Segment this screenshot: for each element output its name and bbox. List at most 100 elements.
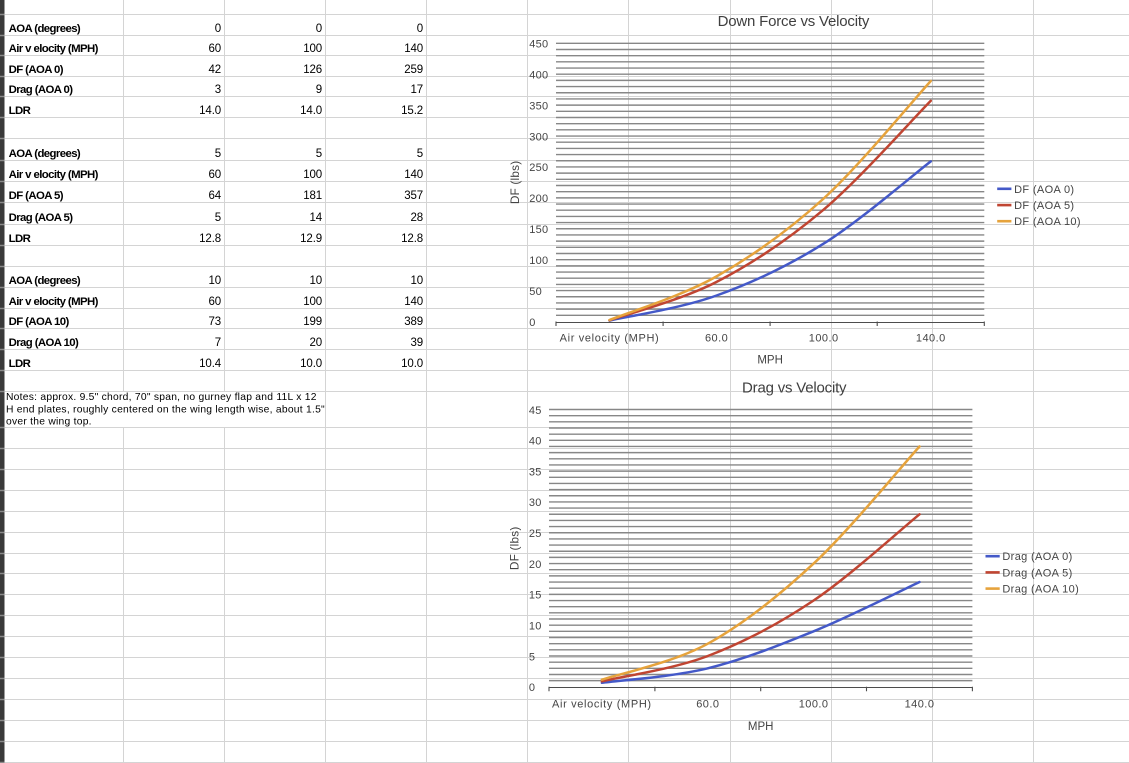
svg-text:150: 150 <box>529 224 548 236</box>
svg-text:100: 100 <box>529 255 548 267</box>
svg-text:0: 0 <box>215 23 221 35</box>
svg-text:10: 10 <box>529 621 542 633</box>
svg-text:140.0: 140.0 <box>916 333 946 345</box>
svg-text:LDR: LDR <box>9 233 31 245</box>
svg-text:Drag (AOA 0): Drag (AOA 0) <box>1002 551 1072 563</box>
svg-text:350: 350 <box>529 100 548 112</box>
svg-text:3: 3 <box>215 84 221 96</box>
svg-text:Air v elocity (MPH): Air v elocity (MPH) <box>9 296 99 308</box>
svg-text:MPH: MPH <box>757 355 783 367</box>
svg-text:28: 28 <box>411 212 424 224</box>
svg-text:250: 250 <box>529 162 548 174</box>
svg-text:300: 300 <box>529 131 548 143</box>
svg-text:389: 389 <box>404 316 423 328</box>
svg-text:140: 140 <box>404 169 423 181</box>
svg-text:100: 100 <box>303 43 322 55</box>
svg-text:DF (AOA 0): DF (AOA 0) <box>1014 184 1074 196</box>
svg-text:10.4: 10.4 <box>199 358 222 370</box>
svg-text:AOA (degrees): AOA (degrees) <box>9 23 81 35</box>
svg-text:10: 10 <box>209 275 222 287</box>
svg-text:Drag (AOA 5): Drag (AOA 5) <box>1002 567 1072 579</box>
svg-text:12.9: 12.9 <box>300 233 322 245</box>
svg-text:H end plates, roughly centered: H end plates, roughly centered on the wi… <box>6 404 325 415</box>
svg-text:64: 64 <box>209 190 222 202</box>
svg-text:140: 140 <box>404 296 423 308</box>
svg-text:10: 10 <box>411 275 424 287</box>
svg-text:181: 181 <box>303 190 322 202</box>
svg-text:Down Force vs Velocity: Down Force vs Velocity <box>718 13 870 30</box>
svg-text:0: 0 <box>316 23 322 35</box>
svg-text:20: 20 <box>310 337 323 349</box>
svg-text:DF (lbs): DF (lbs) <box>508 161 522 205</box>
svg-text:400: 400 <box>529 70 548 82</box>
svg-text:5: 5 <box>215 212 221 224</box>
svg-text:10.0: 10.0 <box>401 358 423 370</box>
svg-text:Drag (AOA 5): Drag (AOA 5) <box>9 212 74 224</box>
svg-text:Air v elocity (MPH): Air v elocity (MPH) <box>9 43 99 55</box>
svg-text:200: 200 <box>529 193 548 205</box>
svg-text:39: 39 <box>411 337 424 349</box>
svg-text:Drag (AOA 0): Drag (AOA 0) <box>9 84 74 96</box>
svg-text:15.2: 15.2 <box>401 105 423 117</box>
svg-text:Air velocity (MPH): Air velocity (MPH) <box>552 698 652 710</box>
svg-text:60: 60 <box>209 169 222 181</box>
svg-text:30: 30 <box>529 497 542 509</box>
svg-text:7: 7 <box>215 337 221 349</box>
svg-text:60.0: 60.0 <box>705 333 728 345</box>
svg-text:5: 5 <box>316 148 322 160</box>
svg-text:DF (AOA 0): DF (AOA 0) <box>9 64 64 76</box>
svg-text:140: 140 <box>404 43 423 55</box>
svg-text:0: 0 <box>417 23 423 35</box>
svg-text:DF (AOA 10): DF (AOA 10) <box>9 316 70 328</box>
svg-text:5: 5 <box>215 148 221 160</box>
svg-text:73: 73 <box>209 316 222 328</box>
svg-text:DF (AOA 5): DF (AOA 5) <box>1014 200 1074 212</box>
svg-text:45: 45 <box>529 405 542 417</box>
svg-text:Air v elocity (MPH): Air v elocity (MPH) <box>9 169 99 181</box>
svg-text:12.8: 12.8 <box>199 233 221 245</box>
svg-text:Drag vs Velocity: Drag vs Velocity <box>742 379 847 396</box>
svg-text:14: 14 <box>310 212 323 224</box>
svg-text:Drag (AOA 10): Drag (AOA 10) <box>1002 584 1079 596</box>
svg-text:259: 259 <box>404 64 423 76</box>
svg-text:450: 450 <box>529 39 548 51</box>
svg-text:20: 20 <box>529 559 542 571</box>
svg-text:LDR: LDR <box>9 105 31 117</box>
svg-text:9: 9 <box>316 84 322 96</box>
svg-text:100: 100 <box>303 169 322 181</box>
svg-text:AOA (degrees): AOA (degrees) <box>9 148 81 160</box>
svg-text:17: 17 <box>411 84 424 96</box>
svg-text:126: 126 <box>303 64 322 76</box>
svg-text:100: 100 <box>303 296 322 308</box>
svg-text:Notes: approx. 9.5" chord, 70": Notes: approx. 9.5" chord, 70" span, no … <box>6 392 317 403</box>
svg-text:12.8: 12.8 <box>401 233 423 245</box>
svg-text:MPH: MPH <box>748 721 774 733</box>
svg-text:10: 10 <box>310 275 323 287</box>
svg-text:60: 60 <box>209 296 222 308</box>
svg-text:AOA (degrees): AOA (degrees) <box>9 275 81 287</box>
svg-text:199: 199 <box>303 316 322 328</box>
svg-text:14.0: 14.0 <box>199 105 221 117</box>
svg-text:5: 5 <box>529 651 535 663</box>
svg-text:over the wing top.: over the wing top. <box>6 417 92 428</box>
svg-text:0: 0 <box>529 682 535 694</box>
svg-text:140.0: 140.0 <box>905 698 935 710</box>
svg-text:DF (lbs): DF (lbs) <box>508 527 522 571</box>
svg-text:Drag (AOA 10): Drag (AOA 10) <box>9 337 79 349</box>
svg-text:100.0: 100.0 <box>809 333 839 345</box>
svg-text:60: 60 <box>209 43 222 55</box>
svg-text:25: 25 <box>529 528 542 540</box>
svg-text:50: 50 <box>529 286 542 298</box>
svg-text:Air velocity (MPH): Air velocity (MPH) <box>560 333 660 345</box>
svg-text:DF (AOA 5): DF (AOA 5) <box>9 190 64 202</box>
svg-text:42: 42 <box>209 64 222 76</box>
svg-text:5: 5 <box>417 148 423 160</box>
svg-text:10.0: 10.0 <box>300 358 322 370</box>
svg-text:15: 15 <box>529 590 542 602</box>
svg-text:35: 35 <box>529 466 542 478</box>
svg-text:LDR: LDR <box>9 358 31 370</box>
svg-text:100.0: 100.0 <box>799 698 829 710</box>
svg-text:40: 40 <box>529 436 542 448</box>
svg-text:60.0: 60.0 <box>696 698 719 710</box>
svg-text:DF (AOA 10): DF (AOA 10) <box>1014 216 1081 228</box>
